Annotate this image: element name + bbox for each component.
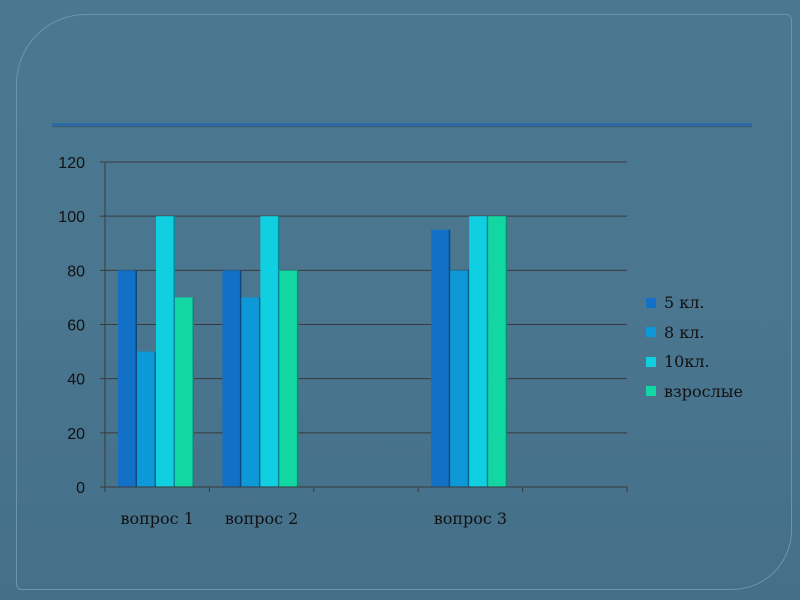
bar-shade [296, 270, 299, 487]
y-tick-label: 60 [67, 318, 85, 335]
bar [450, 270, 470, 487]
bar-shade [173, 216, 175, 487]
bar-shade [467, 270, 470, 487]
slide-frame [16, 14, 792, 590]
bar [279, 270, 299, 487]
x-category-label: вопрос 3 [434, 509, 507, 528]
y-axis-ticks: 0 20 40 60 80 100 120 [58, 155, 105, 497]
legend-swatch [646, 356, 656, 367]
y-tick-label: 100 [58, 209, 85, 226]
bar [488, 216, 508, 487]
bar-shade [135, 270, 137, 487]
x-category-label: вопрос 1 [120, 509, 193, 528]
legend-item: 5 кл. [646, 288, 743, 318]
bar [431, 229, 451, 488]
legend: 5 кл. 8 кл. 10кл. взрослые [646, 288, 743, 406]
title-divider-line [52, 123, 752, 126]
legend-label: 10кл. [664, 352, 710, 372]
legend-label: 5 кл. [664, 293, 705, 313]
bar [469, 216, 489, 487]
bar [260, 216, 280, 487]
bar [137, 351, 156, 487]
legend-swatch [646, 327, 656, 338]
bar-shade [486, 216, 489, 487]
bar-shade [239, 270, 242, 487]
y-tick-label: 80 [67, 263, 85, 280]
bar-shade [154, 351, 156, 487]
bar [222, 270, 242, 487]
x-category-label: вопрос 2 [225, 509, 298, 528]
legend-label: взрослые [664, 381, 743, 401]
bar [118, 270, 137, 487]
x-axis-labels: вопрос 1 вопрос 2 вопрос 3 [120, 509, 507, 528]
legend-label: 8 кл. [664, 322, 705, 342]
legend-item: 10кл. [646, 347, 743, 377]
bar-shade [448, 229, 451, 488]
legend-swatch [646, 297, 656, 308]
bar-shade [277, 216, 280, 487]
bar [156, 216, 175, 487]
y-tick-label: 40 [67, 372, 85, 389]
bar-shade [192, 297, 194, 487]
y-tick-label: 20 [67, 426, 85, 443]
legend-swatch [646, 386, 656, 397]
legend-item: 8 кл. [646, 318, 743, 348]
axes [104, 162, 628, 492]
bar-shade [258, 297, 261, 487]
bars [118, 216, 508, 488]
bar [241, 297, 261, 487]
y-tick-label: 0 [76, 480, 85, 497]
legend-item: взрослые [646, 377, 743, 407]
bar [175, 297, 194, 487]
bar-shade [505, 216, 508, 487]
y-tick-label: 120 [58, 155, 85, 172]
gridlines [105, 161, 627, 434]
